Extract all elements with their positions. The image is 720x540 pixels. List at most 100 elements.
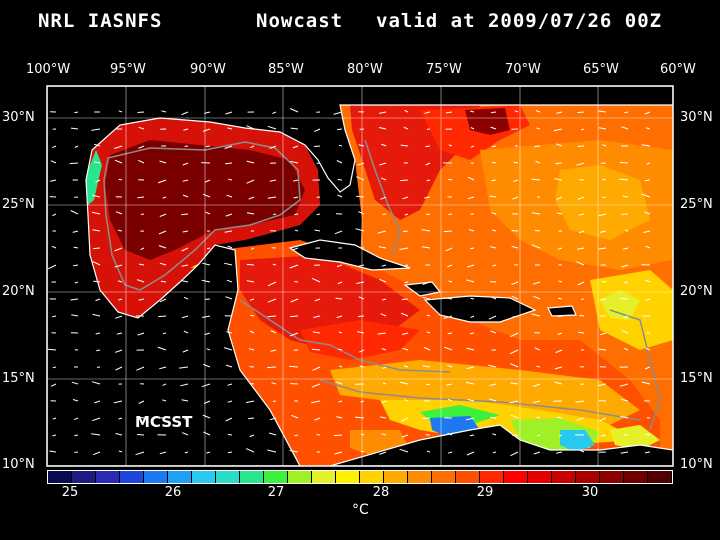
current-vector xyxy=(645,298,651,301)
colorbar-swatch xyxy=(312,471,336,483)
current-vector xyxy=(114,264,123,268)
current-vector xyxy=(382,213,387,215)
current-vector xyxy=(426,213,431,216)
current-vector xyxy=(74,451,79,453)
current-vector xyxy=(490,111,497,114)
current-vector xyxy=(423,347,431,351)
current-vector xyxy=(602,144,607,147)
current-vector xyxy=(624,111,629,114)
current-vector xyxy=(117,229,123,232)
current-vector xyxy=(337,128,343,131)
current-vector xyxy=(380,177,387,181)
current-vector xyxy=(202,128,211,132)
current-vector xyxy=(338,348,343,351)
current-vector xyxy=(378,127,387,130)
current-vector xyxy=(293,196,299,199)
current-vector xyxy=(136,366,145,371)
current-vector xyxy=(531,178,541,181)
current-vector xyxy=(466,366,475,370)
current-vector xyxy=(399,381,409,385)
current-vector xyxy=(426,383,431,386)
current-vector xyxy=(554,178,563,181)
current-vector xyxy=(333,111,343,115)
current-vector xyxy=(225,417,233,422)
current-vector xyxy=(227,451,233,454)
current-vector xyxy=(360,433,365,436)
colorbar-swatch xyxy=(576,471,600,483)
current-vector xyxy=(533,451,541,455)
current-vector xyxy=(291,247,299,251)
current-vector xyxy=(91,381,101,385)
colorbar-tick-label: 30 xyxy=(581,485,599,500)
current-vector xyxy=(644,279,651,283)
current-vector xyxy=(289,264,299,269)
current-vector xyxy=(312,366,321,371)
current-vector xyxy=(294,213,299,216)
current-vector xyxy=(183,296,189,300)
current-vector xyxy=(294,229,299,232)
current-vector xyxy=(181,315,189,319)
current-vector xyxy=(93,451,101,456)
current-vector xyxy=(470,110,475,113)
current-vector xyxy=(138,145,145,149)
current-vector xyxy=(641,193,651,198)
current-vector xyxy=(250,314,255,317)
current-vector xyxy=(558,315,563,318)
colorbar-swatch xyxy=(552,471,576,483)
lat-label-right: 20°N xyxy=(680,284,713,299)
current-vector xyxy=(466,347,475,351)
current-vector xyxy=(445,247,453,252)
current-vector xyxy=(556,212,563,215)
current-vector xyxy=(250,145,255,149)
current-vector xyxy=(289,160,299,164)
current-vector xyxy=(644,451,651,454)
colorbar-swatch xyxy=(72,471,96,483)
current-vector xyxy=(575,400,585,403)
current-vector xyxy=(382,298,387,301)
current-vector xyxy=(181,213,189,216)
sst-colorbar xyxy=(47,470,673,484)
current-vector xyxy=(445,383,453,386)
current-vector xyxy=(94,400,101,404)
current-vector xyxy=(556,196,563,200)
current-vector xyxy=(182,432,189,436)
mcsst-label: MCSST xyxy=(135,413,193,431)
current-vector xyxy=(400,312,409,317)
current-vector xyxy=(313,128,321,133)
current-vector xyxy=(336,160,343,164)
current-vector xyxy=(403,399,409,402)
current-vector xyxy=(553,128,563,132)
current-vector xyxy=(225,111,233,115)
current-vector xyxy=(381,348,387,351)
current-vector xyxy=(182,162,189,166)
colorbar-unit: °C xyxy=(352,502,369,518)
current-vector xyxy=(138,400,145,404)
current-vector xyxy=(399,448,409,453)
current-vector xyxy=(72,230,79,233)
current-vector xyxy=(182,194,189,198)
lat-label-right: 25°N xyxy=(680,197,713,212)
current-vector xyxy=(96,349,101,352)
current-vector xyxy=(52,434,57,437)
current-vector xyxy=(269,145,277,149)
current-vector xyxy=(576,261,585,266)
current-vector xyxy=(380,196,387,200)
current-vector xyxy=(74,417,79,421)
current-vector xyxy=(179,366,189,369)
current-vector xyxy=(138,159,145,164)
current-vector xyxy=(95,298,101,302)
current-vector xyxy=(645,366,651,370)
current-vector xyxy=(289,332,299,337)
current-vector xyxy=(491,212,497,215)
current-vector xyxy=(161,110,167,113)
current-vector xyxy=(404,281,409,284)
colorbar-tick-label: 29 xyxy=(476,485,494,500)
current-vector xyxy=(578,213,585,216)
current-vector xyxy=(646,162,651,165)
current-vector xyxy=(448,213,453,216)
colorbar-swatch xyxy=(120,471,144,483)
graticule-grid xyxy=(47,86,673,466)
colorbar-swatch xyxy=(480,471,504,483)
current-vector xyxy=(249,434,255,438)
current-vector xyxy=(534,229,541,232)
